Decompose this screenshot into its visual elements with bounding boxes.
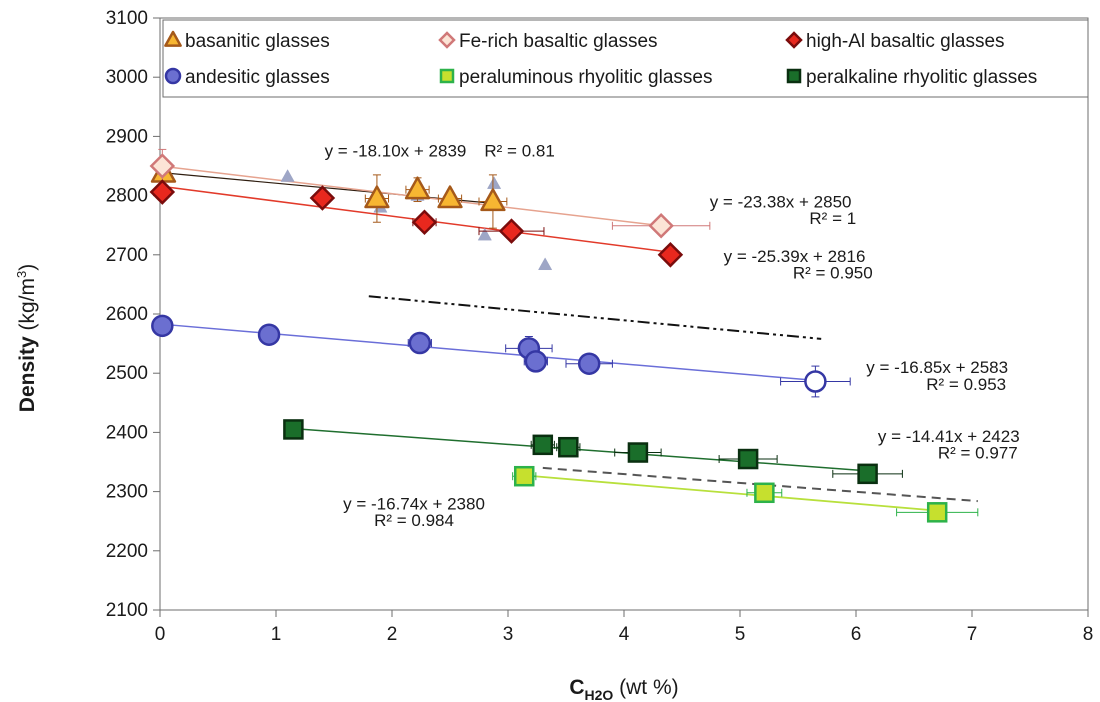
data-point (404, 176, 431, 200)
data-point (151, 314, 174, 338)
data-point (558, 436, 579, 458)
data-point (411, 209, 438, 236)
x-axis-title: CH2O (wt %) (569, 676, 678, 702)
legend-marker-0 (164, 30, 182, 47)
x-title-sub: H2O (585, 687, 614, 702)
y-tick-label: 2400 (106, 422, 148, 443)
legend-marker-3 (164, 67, 182, 85)
legend-label: basanitic glasses (185, 31, 330, 52)
annotation-and-r2: R² = 0.953 (926, 375, 1006, 394)
legend-label: peraluminous rhyolitic glasses (459, 67, 712, 88)
data-point (309, 185, 336, 211)
annotation-pk-r2: R² = 0.977 (938, 443, 1018, 462)
y-tick-label: 2800 (106, 186, 148, 207)
annotation-basanite-eq: y = -18.10x + 2839 (325, 142, 467, 161)
legend-label: andesitic glasses (185, 67, 330, 88)
y-title-sup: 3 (14, 271, 29, 278)
y-title-main: Density (16, 331, 39, 413)
annotation-pk-eq: y = -14.41x + 2423 (878, 427, 1020, 446)
y-title-close: ) (16, 264, 39, 271)
annotation-and-eq: y = -16.85x + 2583 (866, 358, 1008, 377)
y-title-unit: (kg/m (16, 278, 39, 331)
data-point (283, 419, 304, 440)
y-tick-label: 2900 (106, 126, 148, 147)
data-point (926, 502, 948, 523)
data-point (364, 185, 390, 209)
x-tick-label: 5 (735, 624, 746, 645)
reference-dashed-line (368, 295, 822, 340)
data-point (149, 179, 176, 205)
data-point (627, 442, 649, 463)
small-triangle-point (538, 257, 553, 271)
plot-border (159, 17, 1089, 611)
legend-label: peralkaline rhyolitic glasses (806, 67, 1037, 88)
y-tick-label: 3100 (106, 8, 148, 29)
x-tick-label: 7 (967, 624, 978, 645)
series-peraluminous-rhyolitic-glasses (512, 465, 979, 523)
data-point (657, 242, 684, 268)
legend-label: high-Al basaltic glasses (806, 31, 1005, 52)
series-andesitic-glasses (151, 314, 851, 398)
legend-marker-1 (438, 31, 456, 49)
data-point (737, 448, 759, 470)
legend-box (162, 19, 1089, 98)
data-point (257, 323, 281, 346)
x-tick-label: 0 (155, 624, 166, 645)
data-point (804, 370, 827, 393)
y-tick-label: 2600 (106, 304, 148, 325)
y-tick-label: 2100 (106, 600, 148, 621)
x-title-unit: (wt %) (613, 676, 678, 699)
series-peralkaline-rhyolitic-glasses (283, 419, 903, 485)
x-tick-label: 3 (503, 624, 514, 645)
y-tick-label: 2300 (106, 482, 148, 503)
axis-titles: CH2O (wt %) Density (kg/m3) (14, 264, 679, 702)
data-point (532, 434, 554, 456)
small-triangle-point (487, 176, 501, 189)
small-triangle-point (477, 228, 492, 241)
y-tick-label: 3000 (106, 67, 148, 88)
legend-marker-2 (785, 31, 803, 49)
y-tick-label: 2700 (106, 245, 148, 266)
x-tick-label: 6 (851, 624, 862, 645)
plot-frame: 2100 2200 2300 2400 2500 2600 2700 2800 2900 3000… (106, 8, 1094, 645)
data-point (648, 213, 674, 239)
data-points (149, 148, 979, 523)
y-axis-title: Density (kg/m3) (14, 264, 39, 412)
data-point (754, 482, 775, 504)
annotation-hial-eq: y = -25.39x + 2816 (724, 247, 866, 266)
data-point (149, 153, 176, 179)
data-point (498, 218, 525, 244)
legend-label: Fe-rich basaltic glasses (459, 31, 658, 52)
x-tick-label: 8 (1083, 624, 1094, 645)
data-point (437, 185, 463, 209)
y-tick-label: 2500 (106, 363, 148, 384)
data-point (524, 350, 548, 373)
annotation-fe-r2: R² = 1 (809, 209, 856, 228)
series-fe-rich-basaltic-glasses (149, 148, 711, 239)
legend-marker-4 (439, 68, 455, 84)
x-tick-label: 4 (619, 624, 630, 645)
data-point (857, 463, 878, 485)
y-tick-label: 2200 (106, 541, 148, 562)
data-point (408, 331, 432, 355)
x-tick-label: 1 (271, 624, 282, 645)
data-point (577, 352, 601, 375)
x-tick-label: 2 (387, 624, 398, 645)
legend: basanitic glasses Fe-rich basaltic glasse… (162, 19, 1089, 98)
annotation-hial-r2: R² = 0.950 (793, 263, 873, 282)
annotation-pl-eq: y = -16.74x + 2380 (343, 494, 485, 513)
legend-marker-5 (786, 68, 802, 84)
data-point (480, 188, 506, 212)
annotation-basanite-r2: R² = 0.81 (484, 142, 554, 161)
fit-line (293, 427, 868, 472)
small-triangle-point (280, 169, 295, 182)
fit-line (524, 474, 938, 512)
series-high-al-basaltic-glasses (149, 179, 684, 268)
x-title-main: C (569, 676, 584, 699)
annotation-fe-eq: y = -23.38x + 2850 (710, 192, 852, 211)
annotation-pl-r2: R² = 0.984 (374, 511, 454, 530)
data-point (513, 465, 535, 487)
regression-annotations: y = -18.10x + 2839 R² = 0.81 y = -23.38x +… (325, 142, 1020, 530)
